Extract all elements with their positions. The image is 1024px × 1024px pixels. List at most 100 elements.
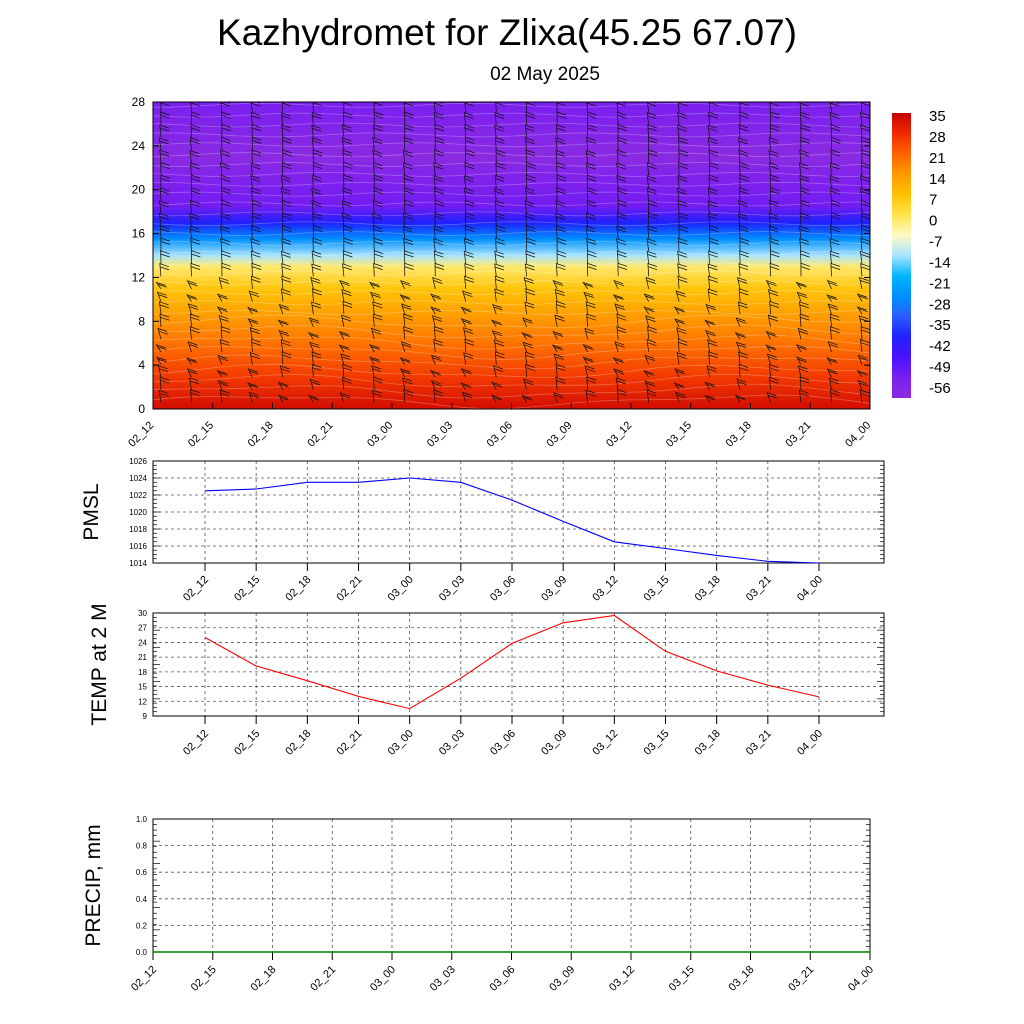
wind-barb [586,376,597,390]
wind-barb [738,225,749,239]
wind-barb [644,380,656,390]
x-tick-label: 02_15 [232,574,262,604]
wind-barb [585,212,596,226]
wind-barb [342,124,353,138]
series-line [204,477,820,564]
y-tick-label: 12 [132,270,146,284]
wind-barb [158,137,169,151]
x-tick-label: 02_21 [335,574,365,604]
wind-barb [280,339,291,353]
wind-barb [616,174,627,189]
wind-barb [494,174,505,189]
wind-barb [799,102,810,113]
wind-barb [216,293,228,302]
wind-barb [341,137,352,151]
wind-barb [677,136,688,151]
wind-barb [250,102,261,113]
wind-barb [402,149,413,163]
wind-barb [312,212,323,226]
wind-barb [735,341,747,353]
heatmap-field [153,102,870,409]
wind-barb [189,149,200,163]
y-axis-label: PRECIP, mm [82,824,105,946]
temp-panel: 9 12 15 18 21 24 27 30 02_12 02_15 02_18 02_21 03_00… [88,603,885,758]
contour-line [153,363,870,378]
y-tick-label: 1020 [129,508,147,517]
x-tick-label: 02_21 [335,728,365,758]
wind-barb [647,199,658,214]
wind-barb [433,175,444,189]
wind-barb [737,301,748,315]
x-tick-label: 03_06 [488,728,518,758]
contour-line [153,231,870,236]
x-tick-label: 03_09 [544,419,574,449]
wind-barb [768,162,779,176]
wind-barb [403,136,414,151]
wind-barb [281,199,292,214]
wind-barb [830,262,841,277]
wind-barb [372,389,383,403]
wind-barb [860,263,870,277]
contour-line [153,250,870,256]
y-tick-label: 28 [132,95,146,109]
wind-barb [402,162,413,176]
wind-barb [856,369,868,378]
contour-line [153,290,870,296]
wind-barb [677,250,688,264]
wind-barb [677,275,688,289]
wind-barb [217,354,229,365]
wind-barb [190,262,201,277]
wind-barb [342,250,353,264]
wind-barb [856,306,868,315]
wind-barb [312,237,323,252]
wind-barb [189,326,200,340]
wind-barb [769,262,780,277]
wind-barb [249,327,260,340]
wind-barb [399,357,411,365]
x-tick-label: 03_15 [642,574,672,604]
x-tick-label: 03_15 [664,419,694,449]
wind-barb [342,263,352,277]
wind-barb [769,124,780,138]
wind-barb [830,225,840,239]
wind-barb [372,376,383,390]
wind-barb [493,339,505,353]
wind-barb [799,313,810,327]
wind-barb [553,353,565,365]
wind-barb [735,317,747,327]
contour-line [153,334,870,350]
wind-barb [525,212,535,226]
wind-barb [432,277,443,289]
y-tick-label: 0.0 [136,948,148,957]
wind-barb [400,280,411,290]
wind-barb [342,300,353,315]
wind-barb [526,102,536,113]
contour-line [153,112,870,118]
wind-barb [491,330,503,340]
wind-barb [308,317,320,327]
wind-barb [795,281,807,290]
wind-barb [403,326,414,340]
wind-barb [280,187,291,201]
x-tick-label: 03_21 [786,964,816,994]
wind-barb [677,338,688,353]
wind-barb [768,376,779,390]
wind-barb [522,317,533,327]
wind-barb [826,357,838,365]
wind-barb [250,275,261,289]
wind-barb [677,200,688,214]
cross-section-panel: 0 4 8 12 16 20 24 28 02_12 02_15 02_18 02_21 03_00 03… [126,95,873,450]
contour-line [153,191,870,197]
wind-barb [189,212,200,226]
wind-barb [433,339,444,353]
x-tick-label: 03_18 [693,728,723,758]
y-tick-label: 0.2 [136,921,148,930]
wind-barb [705,303,717,315]
y-tick-label: 4 [138,358,145,372]
wind-barb [556,187,566,201]
wind-barb [311,263,322,277]
colorbar-label: 35 [929,108,946,125]
wind-barb [279,365,291,378]
wind-barb [187,303,199,315]
wind-barb [647,225,658,239]
